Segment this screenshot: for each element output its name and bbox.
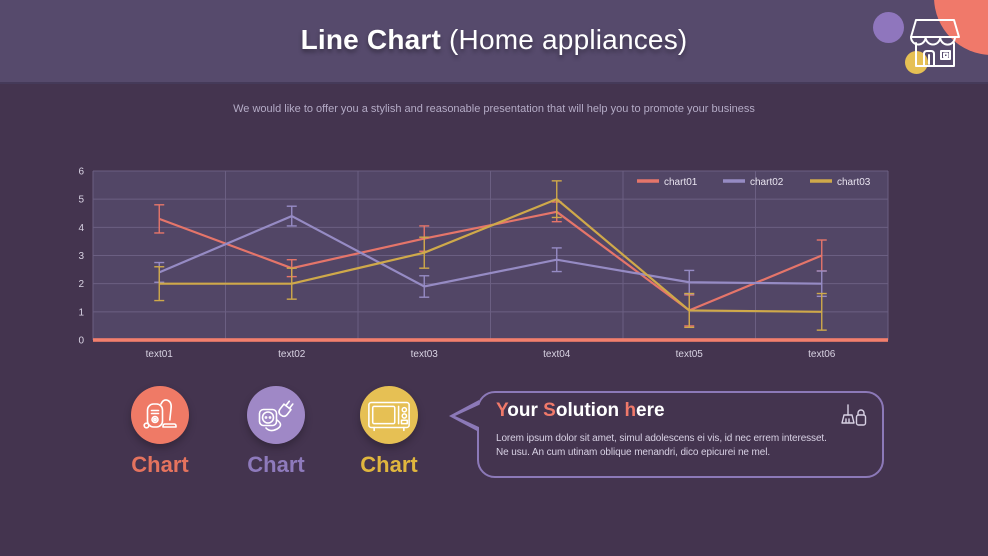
- svg-text:4: 4: [78, 223, 84, 234]
- solution-body: Lorem ipsum dolor sit amet, simul adoles…: [496, 432, 874, 459]
- svg-text:text03: text03: [411, 349, 439, 360]
- legend-chart02: chart02: [723, 177, 784, 188]
- y-axis-ticks: 0 1 2 3 4 5 6: [78, 167, 84, 347]
- microwave-circle: [360, 386, 418, 444]
- svg-text:text05: text05: [676, 349, 704, 360]
- chart-legend: chart01 chart02 chart03: [637, 177, 871, 188]
- svg-text:chart02: chart02: [750, 177, 784, 188]
- chart-item-label: Chart: [247, 452, 305, 477]
- plug-circle: [247, 386, 305, 444]
- svg-text:text02: text02: [278, 349, 306, 360]
- series-chart02: [154, 205, 827, 298]
- power-plug-icon: [258, 400, 294, 432]
- solution-body-line: Lorem ipsum dolor sit amet, simul adoles…: [496, 433, 827, 444]
- header: Line Chart (Home appliances): [0, 0, 988, 84]
- legend-chart01: chart01: [637, 177, 698, 188]
- series-group: [154, 180, 827, 331]
- chart-item-label: Chart: [131, 452, 189, 477]
- page-title-main: Line Chart: [300, 24, 442, 55]
- chart-item-vacuum: Chart: [100, 386, 220, 478]
- microwave-icon: [368, 401, 410, 432]
- solution-title: Your Solution here: [496, 400, 665, 421]
- decor-purple-circle: [873, 12, 904, 43]
- svg-text:6: 6: [78, 167, 84, 178]
- svg-text:text01: text01: [146, 349, 174, 360]
- chart-item-plug: Chart: [216, 386, 336, 478]
- svg-text:0: 0: [78, 336, 84, 347]
- series-chart03: [154, 180, 827, 331]
- chart-item-microwave: Chart: [329, 386, 449, 478]
- x-axis-labels: text01 text02 text03 text04 text05 text06: [146, 349, 836, 360]
- svg-text:chart01: chart01: [664, 177, 698, 188]
- svg-text:2: 2: [78, 279, 84, 290]
- cleaning-tools-icon: [841, 404, 867, 426]
- solution-body-line: Ne usu. An cum utinam oblique menandri, …: [496, 446, 771, 458]
- vacuum-cleaner-icon: [143, 399, 177, 429]
- svg-text:text04: text04: [543, 349, 571, 360]
- legend-chart03: chart03: [810, 177, 871, 188]
- storefront-icon: [910, 19, 960, 67]
- page-title: Line Chart (Home appliances): [0, 24, 988, 56]
- chart-item-label: Chart: [360, 452, 418, 477]
- subtitle: We would like to offer you a stylish and…: [233, 103, 755, 115]
- svg-text:3: 3: [78, 251, 84, 262]
- svg-text:chart03: chart03: [837, 177, 871, 188]
- x-axis-baseline: [93, 338, 888, 342]
- vacuum-circle: [131, 386, 189, 444]
- svg-text:text06: text06: [808, 349, 836, 360]
- svg-text:5: 5: [78, 195, 84, 206]
- svg-text:1: 1: [78, 307, 84, 318]
- solution-callout: Your Solution here Lorem ipsum dolor sit…: [449, 391, 884, 478]
- page-title-sub: (Home appliances): [441, 24, 688, 55]
